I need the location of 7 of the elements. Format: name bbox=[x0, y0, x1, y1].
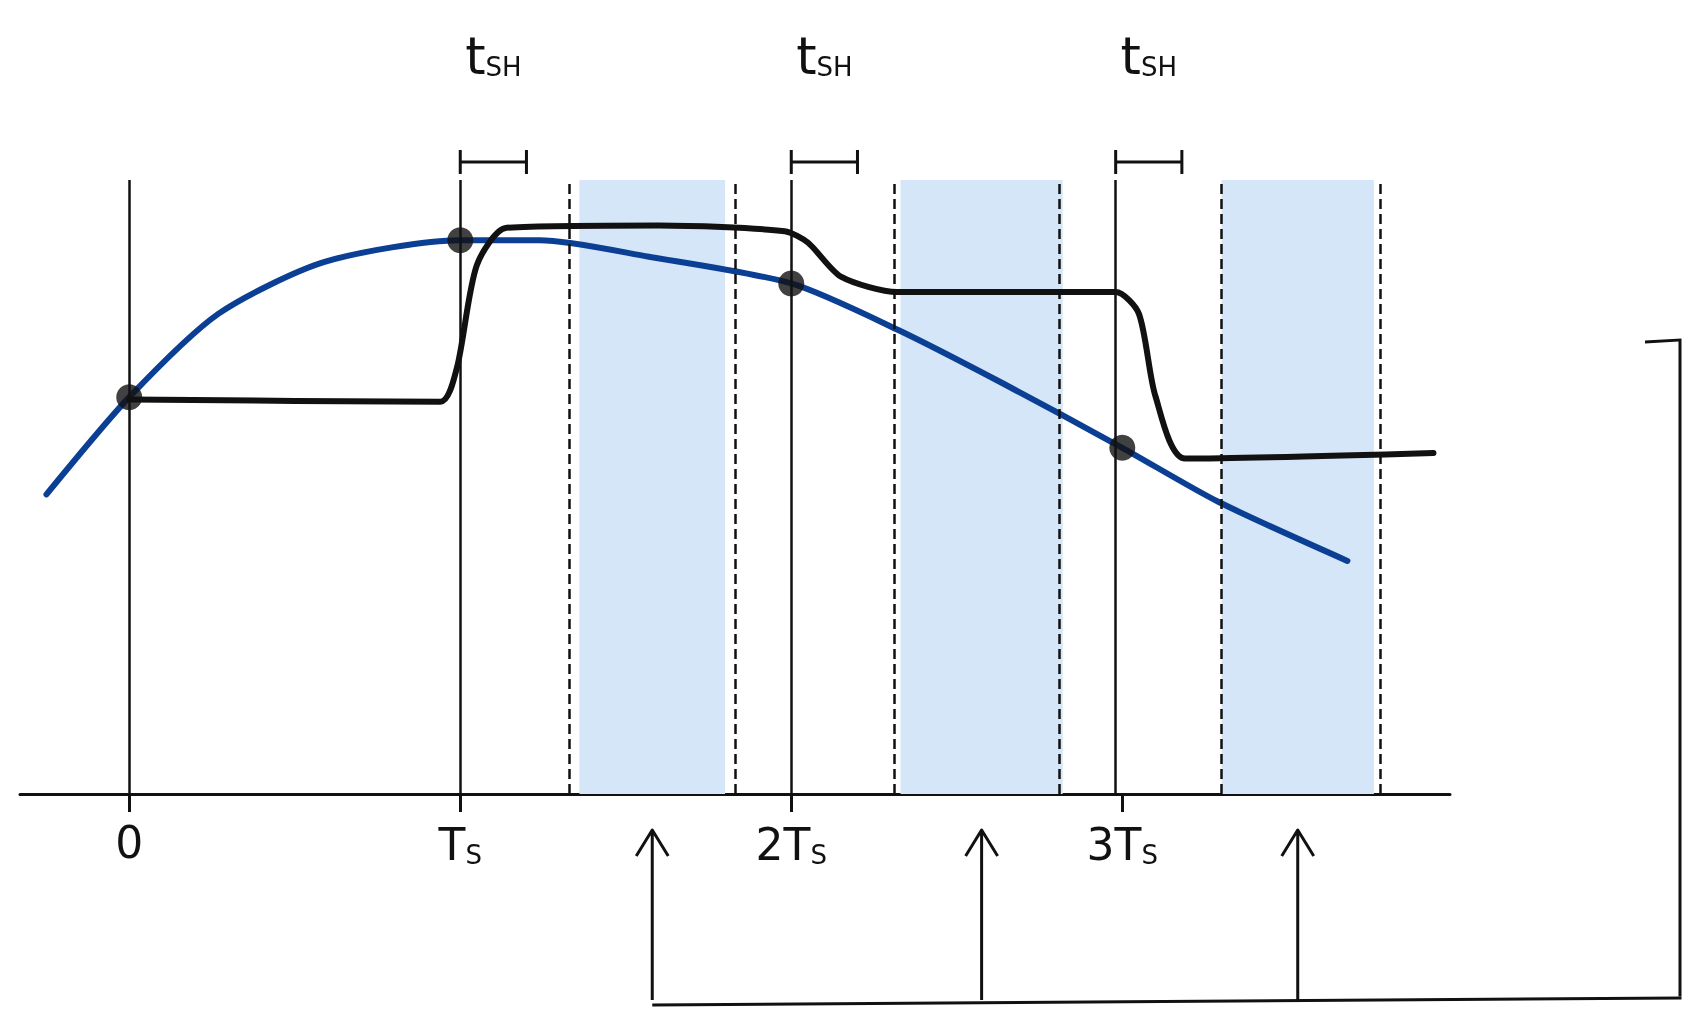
x-tick-label: 0 bbox=[115, 816, 144, 868]
text: tSH bbox=[796, 26, 853, 86]
text: tSH bbox=[465, 26, 522, 86]
x-tick-label: 2TS bbox=[755, 818, 827, 870]
x-tick-label: TS bbox=[437, 818, 482, 870]
x-tick-label: 3TS bbox=[1086, 818, 1158, 870]
text: tSH bbox=[1120, 26, 1177, 86]
